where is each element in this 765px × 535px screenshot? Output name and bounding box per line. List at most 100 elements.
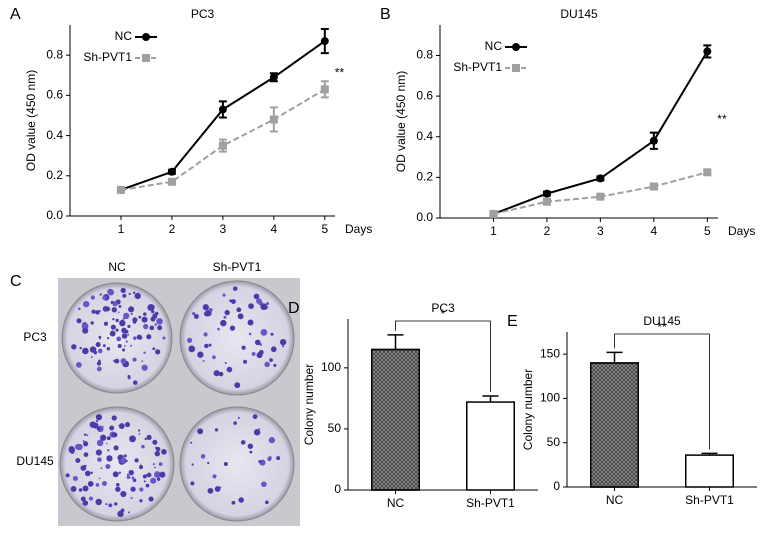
- colony: [95, 310, 100, 315]
- colony: [141, 316, 148, 323]
- colony: [111, 415, 117, 421]
- colony: [100, 434, 107, 441]
- colony: [95, 449, 102, 456]
- colony: [82, 300, 90, 308]
- colony: [158, 462, 163, 466]
- y-tick-label: 0.6: [46, 88, 63, 102]
- colony: [130, 497, 133, 500]
- colony: [112, 432, 118, 438]
- colony: [89, 421, 96, 428]
- colony: [256, 298, 262, 304]
- colony: [124, 421, 131, 428]
- point: [596, 192, 605, 201]
- error-bar: [606, 351, 623, 363]
- colony: [122, 293, 127, 298]
- y-axis-label: Colony number: [302, 364, 316, 445]
- y-tick-label: 100: [321, 360, 341, 374]
- colony: [114, 502, 118, 506]
- colony: [241, 345, 246, 350]
- colony: [268, 456, 272, 460]
- colony: [220, 319, 227, 327]
- colony: [65, 473, 70, 478]
- colony: [76, 318, 82, 324]
- colony: [116, 482, 120, 487]
- colony: [112, 301, 118, 307]
- legend-label: NC: [115, 29, 133, 43]
- y-tick-label: 0: [334, 482, 341, 496]
- column-label: NC: [108, 260, 126, 274]
- colony: [197, 351, 204, 358]
- chart-title: DU145: [560, 7, 598, 21]
- colony: [190, 481, 195, 486]
- annotation: **: [335, 65, 345, 79]
- point: [167, 167, 176, 176]
- colony: [237, 313, 244, 320]
- colony: [192, 312, 196, 316]
- colony: [107, 337, 110, 340]
- colony: [108, 503, 112, 507]
- colony: [154, 323, 158, 326]
- colony: [214, 428, 219, 432]
- colony: [82, 347, 89, 355]
- point: [649, 136, 658, 145]
- colony: [233, 421, 237, 425]
- x-tick-label: NC: [387, 496, 405, 510]
- panel-letter: B: [380, 6, 391, 23]
- colony: [188, 345, 196, 353]
- colony: [75, 362, 82, 368]
- colony: [80, 496, 86, 502]
- x-tick-label: Sh-PVT1: [685, 493, 734, 507]
- colony: [70, 485, 77, 492]
- colony: [152, 463, 155, 465]
- colony: [217, 327, 220, 331]
- colony: [208, 343, 212, 347]
- colony: [258, 349, 264, 355]
- point: [269, 115, 278, 124]
- colony: [105, 442, 108, 445]
- point: [489, 209, 498, 218]
- colony: [106, 455, 113, 462]
- colony: [115, 318, 119, 323]
- bar-hatch: [590, 362, 639, 488]
- point: [542, 197, 551, 206]
- colony: [212, 474, 217, 479]
- point: [167, 177, 176, 186]
- colony: [253, 293, 260, 300]
- y-axis-label: Colony number: [521, 369, 535, 450]
- colony: [155, 446, 161, 452]
- colony: [132, 478, 137, 483]
- colony: [98, 359, 101, 363]
- colony: [122, 348, 126, 352]
- colony: [91, 309, 96, 314]
- colony: [147, 304, 155, 311]
- colony: [95, 414, 103, 421]
- colony: [128, 470, 133, 474]
- colony: [83, 433, 87, 436]
- series-line: [120, 88, 326, 191]
- colony: [110, 324, 116, 330]
- dish: [59, 406, 175, 522]
- colony: [141, 444, 145, 449]
- colony: [118, 304, 122, 308]
- row-label: DU145: [16, 454, 54, 468]
- point: [703, 168, 712, 177]
- colony: [139, 465, 144, 470]
- y-tick-label: 150: [540, 346, 560, 360]
- colony: [213, 370, 220, 377]
- colony: [139, 499, 143, 503]
- colony: [95, 419, 99, 423]
- colony: [127, 324, 131, 328]
- colony: [90, 321, 94, 325]
- x-tick-label: Sh-PVT1: [466, 496, 515, 510]
- point: [269, 73, 278, 82]
- colony: [117, 311, 120, 314]
- colony: [202, 359, 205, 362]
- colony: [103, 321, 109, 326]
- colony: [115, 486, 121, 492]
- colony: [83, 452, 89, 457]
- colony: [128, 306, 135, 313]
- annotation: **: [717, 112, 727, 126]
- dish: [179, 280, 295, 396]
- colony: [150, 477, 157, 484]
- colony: [107, 288, 114, 295]
